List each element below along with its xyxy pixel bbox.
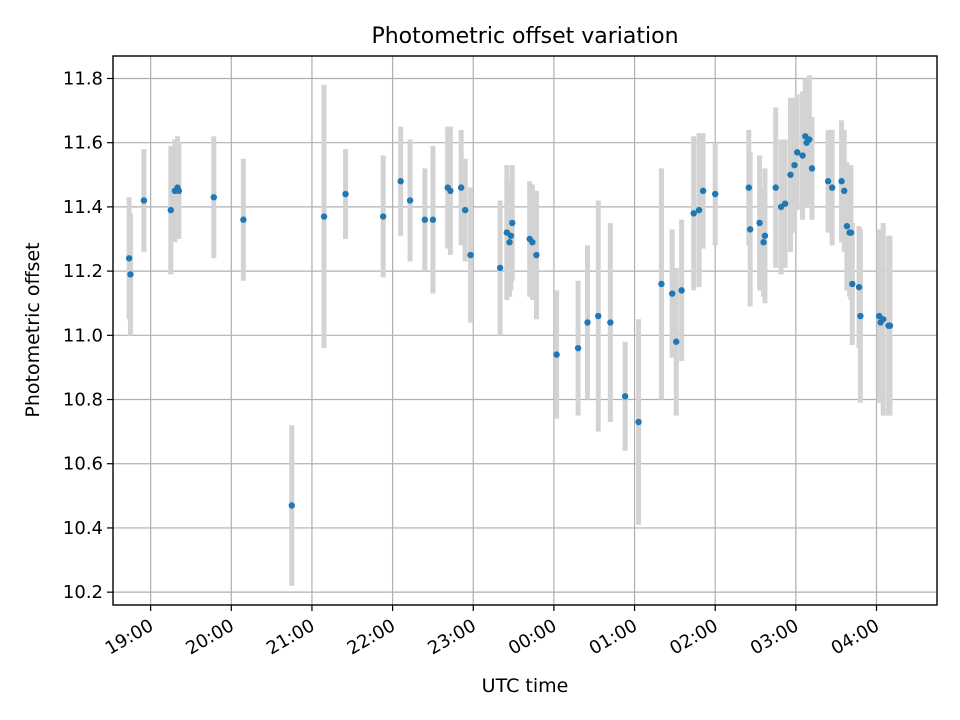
- data-point: [880, 316, 887, 323]
- data-point: [584, 319, 591, 326]
- x-tick-label: 23:00: [424, 615, 479, 659]
- y-tick-label: 11.2: [63, 261, 103, 282]
- data-point: [621, 393, 629, 400]
- data-point: [140, 197, 148, 204]
- x-tick-label: 19:00: [102, 615, 157, 659]
- data-point: [794, 149, 801, 156]
- x-tick-label: 21:00: [263, 615, 318, 659]
- data-point: [506, 239, 513, 246]
- grid-lines: [113, 56, 937, 605]
- x-tick-label: 04:00: [828, 615, 883, 659]
- y-tick-label: 11.0: [63, 325, 103, 346]
- data-point: [320, 213, 328, 220]
- data-point: [806, 136, 813, 143]
- data-points: [125, 133, 894, 509]
- x-tick-label: 22:00: [344, 615, 399, 659]
- plot-frame: [112, 55, 938, 606]
- data-point: [886, 322, 894, 329]
- y-tick-label: 11.8: [63, 68, 103, 89]
- data-point: [690, 210, 697, 217]
- data-point: [635, 418, 642, 426]
- data-point: [843, 222, 851, 230]
- data-point: [467, 251, 474, 259]
- data-point: [838, 178, 845, 185]
- x-tick-label: 01:00: [586, 615, 641, 659]
- data-point: [799, 152, 806, 159]
- data-point: [847, 229, 855, 236]
- data-point: [240, 216, 247, 223]
- y-tick-label: 10.4: [63, 518, 103, 539]
- data-point: [167, 206, 175, 214]
- data-point: [849, 280, 856, 288]
- data-point: [379, 213, 387, 220]
- y-axis-label: Photometric offset: [22, 242, 44, 417]
- data-point: [787, 171, 794, 178]
- y-tick-label: 10.8: [63, 390, 103, 411]
- data-point: [595, 312, 602, 320]
- data-point: [828, 184, 836, 191]
- data-point: [808, 165, 816, 172]
- data-point: [699, 187, 707, 195]
- data-point: [574, 344, 582, 352]
- data-point: [210, 194, 218, 201]
- data-point: [461, 206, 469, 214]
- data-point: [761, 232, 769, 239]
- x-tick-label: 00:00: [505, 615, 560, 659]
- data-point: [607, 319, 614, 326]
- data-point: [746, 226, 754, 233]
- data-point: [447, 187, 454, 195]
- data-point: [781, 200, 789, 207]
- data-point: [533, 251, 540, 259]
- data-point: [397, 178, 404, 185]
- y-tick-label: 10.2: [63, 582, 103, 603]
- data-point: [857, 312, 864, 320]
- data-point: [745, 184, 753, 191]
- data-point: [673, 338, 680, 345]
- data-point: [125, 255, 133, 262]
- data-point: [855, 283, 863, 291]
- data-point: [791, 161, 798, 169]
- data-point: [507, 232, 515, 239]
- data-point: [406, 197, 414, 204]
- x-axis-label: UTC time: [482, 675, 569, 697]
- data-point: [288, 502, 295, 509]
- data-point: [658, 280, 665, 288]
- data-point: [127, 271, 134, 278]
- data-point: [695, 206, 703, 214]
- x-tick-label: 03:00: [747, 615, 802, 659]
- data-point: [509, 219, 516, 227]
- error-bars: [126, 75, 893, 586]
- data-point: [668, 290, 676, 297]
- x-tick-label: 20:00: [182, 615, 237, 659]
- data-point: [841, 187, 848, 195]
- data-point: [421, 216, 429, 223]
- data-point: [756, 219, 763, 227]
- data-point: [712, 190, 719, 198]
- data-point: [496, 264, 504, 272]
- chart-title: Photometric offset variation: [371, 24, 678, 49]
- data-point: [529, 239, 536, 246]
- data-point: [457, 184, 465, 191]
- data-point: [175, 187, 183, 195]
- data-point: [342, 190, 349, 198]
- x-tick-label: 02:00: [666, 615, 721, 659]
- data-point: [553, 351, 560, 358]
- y-tick-label: 11.4: [63, 197, 103, 218]
- data-point: [772, 184, 779, 191]
- data-point: [824, 178, 832, 185]
- data-point: [760, 239, 767, 246]
- y-tick-label: 11.6: [63, 133, 103, 154]
- y-tick-label: 10.6: [63, 454, 103, 475]
- data-point: [429, 216, 437, 223]
- data-point: [678, 287, 685, 294]
